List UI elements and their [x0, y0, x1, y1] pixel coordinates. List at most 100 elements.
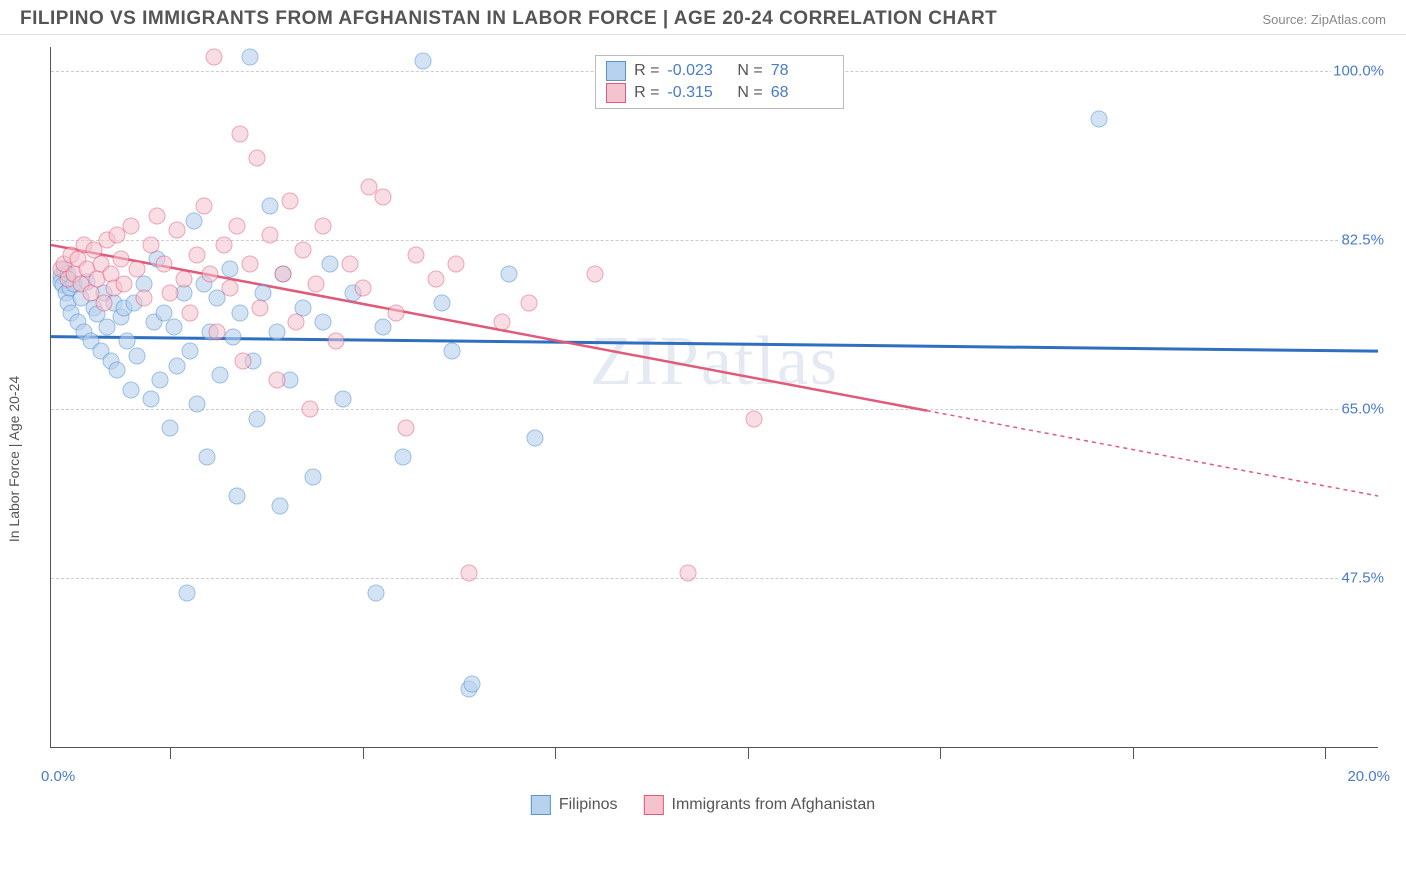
data-point: [308, 275, 325, 292]
data-point: [248, 150, 265, 167]
data-point: [248, 410, 265, 427]
data-point: [334, 391, 351, 408]
stat-r-value: -0.023: [667, 62, 729, 80]
data-point: [175, 270, 192, 287]
data-point: [185, 212, 202, 229]
data-point: [142, 391, 159, 408]
data-point: [252, 299, 269, 316]
x-min-label: 0.0%: [41, 768, 75, 785]
y-tick-label: 100.0%: [1331, 63, 1386, 80]
stat-r-label: R =: [634, 84, 659, 102]
data-point: [288, 314, 305, 331]
y-tick-label: 47.5%: [1339, 570, 1386, 587]
data-point: [1091, 111, 1108, 128]
data-point: [115, 275, 132, 292]
stat-r-label: R =: [634, 62, 659, 80]
plot-area: ZIPatlas R =-0.023N =78R =-0.315N =68 0.…: [50, 47, 1378, 748]
legend-label: Immigrants from Afghanistan: [672, 796, 876, 814]
data-point: [179, 584, 196, 601]
data-point: [281, 193, 298, 210]
data-point: [268, 323, 285, 340]
data-point: [149, 207, 166, 224]
data-point: [407, 246, 424, 263]
data-point: [527, 430, 544, 447]
data-point: [368, 584, 385, 601]
data-point: [162, 420, 179, 437]
data-point: [679, 565, 696, 582]
data-point: [464, 676, 481, 693]
data-point: [374, 188, 391, 205]
data-point: [225, 328, 242, 345]
stat-legend-row: R = -0.315 N = 68: [606, 82, 833, 104]
data-point: [96, 294, 113, 311]
data-point: [341, 256, 358, 273]
data-point: [129, 261, 146, 278]
legend-swatch: [606, 61, 626, 81]
data-point: [195, 198, 212, 215]
data-point: [394, 449, 411, 466]
data-point: [155, 256, 172, 273]
x-tick: [170, 747, 171, 759]
legend-swatch: [606, 83, 626, 103]
data-point: [261, 198, 278, 215]
data-point: [135, 290, 152, 307]
data-point: [212, 367, 229, 384]
data-point: [169, 222, 186, 239]
data-point: [397, 420, 414, 437]
data-point: [587, 265, 604, 282]
x-tick: [1325, 747, 1326, 759]
data-point: [112, 251, 129, 268]
stat-r-value: -0.315: [667, 84, 729, 102]
legend-item: Filipinos: [531, 795, 618, 815]
data-point: [295, 241, 312, 258]
data-point: [182, 304, 199, 321]
x-max-label: 20.0%: [1347, 768, 1390, 785]
gridline: [51, 578, 1378, 579]
data-point: [152, 372, 169, 389]
data-point: [242, 48, 259, 65]
data-point: [354, 280, 371, 297]
data-point: [222, 280, 239, 297]
data-point: [746, 410, 763, 427]
data-point: [228, 487, 245, 504]
data-point: [142, 236, 159, 253]
stat-n-value: 68: [771, 84, 833, 102]
data-point: [315, 217, 332, 234]
data-point: [374, 319, 391, 336]
data-point: [268, 372, 285, 389]
source-label: Source: ZipAtlas.com: [1262, 12, 1386, 27]
legend-label: Filipinos: [559, 796, 618, 814]
data-point: [109, 362, 126, 379]
y-tick-label: 65.0%: [1339, 401, 1386, 418]
data-point: [222, 261, 239, 278]
watermark: ZIPatlas: [590, 322, 839, 402]
data-point: [129, 347, 146, 364]
x-tick: [555, 747, 556, 759]
data-point: [208, 323, 225, 340]
data-point: [228, 217, 245, 234]
data-point: [165, 319, 182, 336]
data-point: [305, 468, 322, 485]
data-point: [188, 246, 205, 263]
data-point: [215, 236, 232, 253]
chart-area: In Labor Force | Age 20-24 ZIPatlas R =-…: [0, 35, 1406, 883]
data-point: [414, 53, 431, 70]
data-point: [188, 396, 205, 413]
data-point: [388, 304, 405, 321]
data-point: [198, 449, 215, 466]
legend-swatch: [644, 795, 664, 815]
stat-n-label: N =: [737, 84, 762, 102]
data-point: [182, 343, 199, 360]
data-point: [444, 343, 461, 360]
data-point: [427, 270, 444, 287]
gridline: [51, 409, 1378, 410]
x-tick: [748, 747, 749, 759]
y-axis-title: In Labor Force | Age 20-24: [6, 376, 22, 542]
data-point: [122, 381, 139, 398]
chart-title: FILIPINO VS IMMIGRANTS FROM AFGHANISTAN …: [20, 8, 997, 30]
stat-n-label: N =: [737, 62, 762, 80]
bottom-legend: Filipinos Immigrants from Afghanistan: [531, 795, 875, 815]
x-tick: [940, 747, 941, 759]
data-point: [434, 294, 451, 311]
stat-legend: R =-0.023N =78R =-0.315N =68: [595, 55, 844, 109]
